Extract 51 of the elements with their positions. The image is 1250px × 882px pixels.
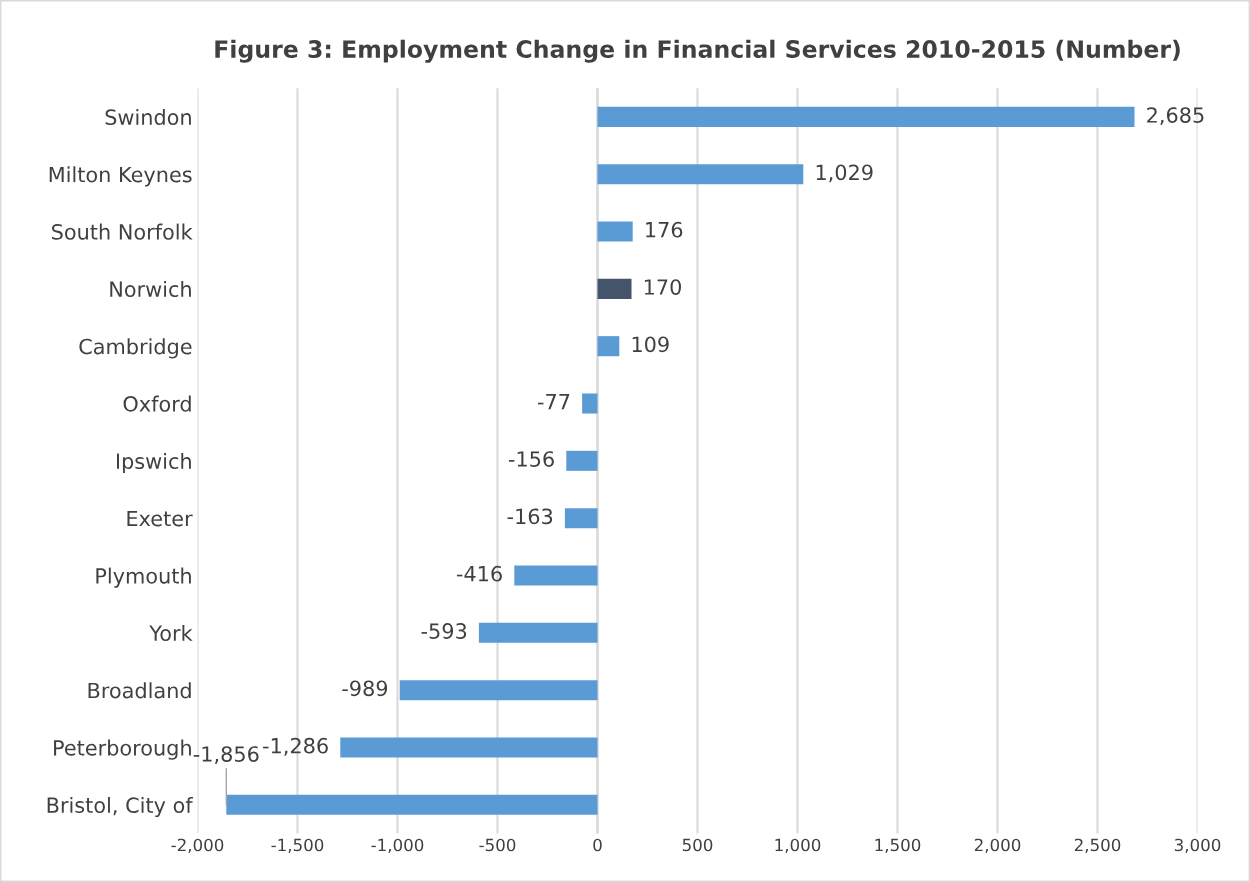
- x-tick-label: 500: [682, 838, 713, 852]
- data-label: -1,856: [193, 746, 259, 765]
- y-tick-label: Ipswich: [116, 452, 191, 474]
- bar: [597, 164, 804, 185]
- data-label: 170: [644, 279, 681, 295]
- data-label: -77: [537, 394, 570, 410]
- y-tick-label: Cambridge: [79, 338, 192, 359]
- x-tick-label: 2,000: [974, 838, 1021, 853]
- bar: [597, 221, 633, 242]
- y-tick-label: Swindon: [105, 108, 191, 126]
- bar: [597, 336, 620, 357]
- data-label: -989: [342, 680, 388, 697]
- x-tick-label: -500: [479, 838, 516, 852]
- bar: [597, 106, 1135, 127]
- y-tick-label: Plymouth: [96, 567, 191, 588]
- y-tick-label: York: [149, 624, 193, 642]
- y-tick-label: Exeter: [127, 510, 193, 527]
- bar: [566, 450, 598, 471]
- y-tick-label: Peterborough: [54, 739, 191, 760]
- bar: [399, 680, 598, 701]
- data-label: 176: [646, 221, 683, 238]
- x-tick-label: -1,500: [271, 838, 324, 853]
- bar: [226, 794, 598, 815]
- x-tick-label: 0: [593, 838, 602, 852]
- data-label: 2,685: [1147, 107, 1204, 126]
- bar: [478, 622, 598, 643]
- bar: [564, 508, 598, 529]
- x-tick-label: 1,000: [775, 838, 821, 853]
- y-tick-label: Norwich: [110, 280, 191, 298]
- y-tick-label: Bristol, City of: [47, 796, 194, 818]
- x-tick-label: 2,500: [1074, 838, 1121, 853]
- data-label: 109: [632, 336, 669, 353]
- x-tick-label: -2,000: [171, 838, 224, 853]
- y-tick-label: South Norfolk: [52, 223, 193, 240]
- bar: [514, 565, 598, 586]
- bar: [597, 278, 632, 299]
- chart-title: Figure 3: Employment Change in Financial Services 2010-2015 (Number): [215, 39, 1180, 63]
- bar: [582, 393, 598, 414]
- data-label: -416: [456, 565, 502, 582]
- data-label: 1,029: [816, 164, 873, 183]
- x-tick-label: -1,000: [371, 838, 424, 853]
- y-tick-label: Oxford: [123, 395, 191, 412]
- data-label: -593: [421, 623, 467, 639]
- x-tick-label: 3,000: [1174, 838, 1221, 853]
- y-tick-label: Milton Keynes: [49, 166, 192, 187]
- data-label: -163: [507, 508, 553, 525]
- data-label: -156: [508, 451, 554, 467]
- y-tick-label: Broadland: [88, 682, 191, 699]
- bar: [340, 737, 598, 758]
- data-label: -1,286: [263, 737, 328, 756]
- x-tick-label: 1,500: [875, 838, 921, 853]
